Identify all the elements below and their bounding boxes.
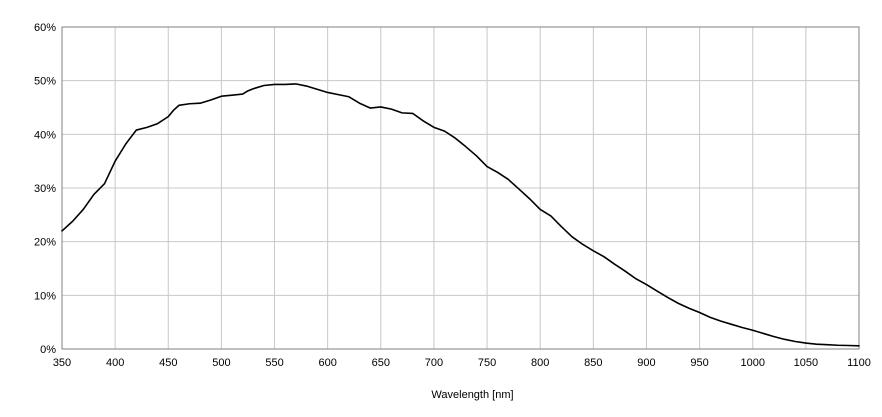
y-axis-ticks: 0% 10% 20% 30% 40% 50% 60% (34, 22, 56, 356)
x-axis-title: Wavelength [nm] (431, 389, 513, 401)
x-tick-label: 400 (106, 357, 124, 369)
x-tick-label: 750 (478, 357, 496, 369)
y-tick-label: 60% (34, 22, 56, 34)
x-tick-label: 950 (690, 357, 708, 369)
x-tick-label: 550 (265, 357, 283, 369)
x-axis-ticks: 350 400 450 500 550 600 650 700 750 800 850 900 950 1… (53, 357, 871, 369)
x-tick-label: 650 (372, 357, 390, 369)
y-tick-label: 0% (40, 344, 56, 356)
x-tick-label: 700 (425, 357, 443, 369)
plot-frame (61, 26, 860, 350)
y-tick-label: 20% (34, 237, 56, 249)
x-tick-label: 450 (159, 357, 177, 369)
x-tick-label: 1050 (794, 357, 818, 369)
x-tick-label: 850 (584, 357, 602, 369)
grid (62, 27, 859, 349)
x-tick-label: 500 (212, 357, 230, 369)
y-tick-label: 40% (34, 129, 56, 141)
y-tick-label: 50% (34, 76, 56, 88)
qe-curve-line (61, 83, 860, 347)
x-tick-label: 350 (53, 357, 71, 369)
y-tick-label: 30% (34, 183, 56, 195)
x-tick-label: 1000 (740, 357, 764, 369)
x-tick-label: 900 (637, 357, 655, 369)
x-tick-label: 800 (531, 357, 549, 369)
x-tick-label: 600 (318, 357, 336, 369)
y-tick-label: 10% (34, 290, 56, 302)
x-tick-label: 1100 (847, 357, 871, 369)
